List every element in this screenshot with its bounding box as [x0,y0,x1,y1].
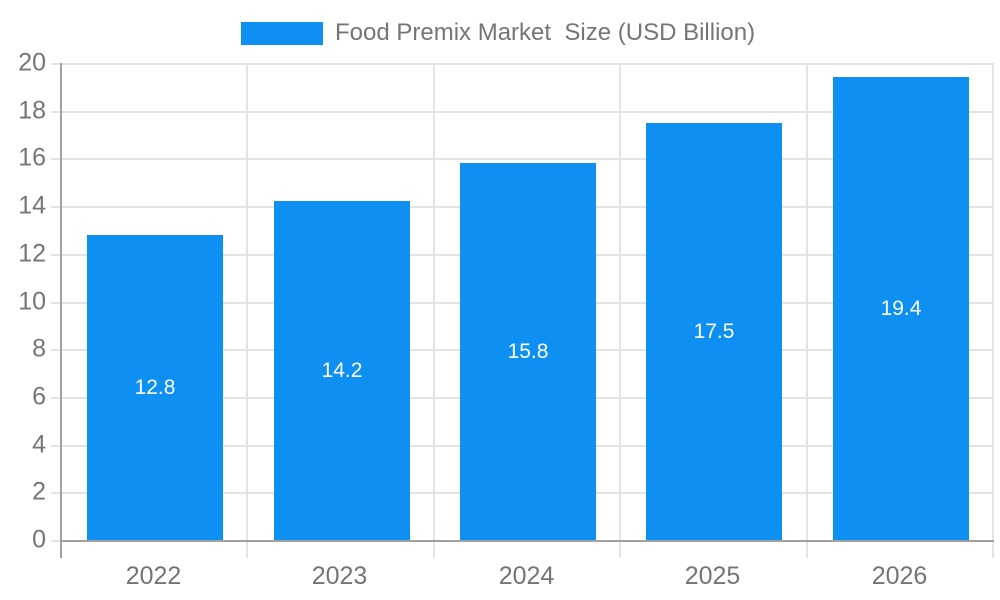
y-tick-12 [51,253,60,256]
x-axis-label-2023: 2023 [311,562,368,590]
gridline-y-16 [62,158,994,161]
bar-value-label-2025: 17.5 [693,320,735,343]
bar-2022[interactable]: 12.8 [87,235,223,540]
x-tick-2 [433,542,435,558]
y-tick-0 [51,540,60,542]
y-axis-label-18: 18 [18,96,46,125]
x-tick-3 [619,542,621,558]
y-axis-label-2: 2 [32,477,46,506]
gridline-x-3 [619,63,621,540]
bar-value-label-2024: 15.8 [507,340,549,363]
bar-2025[interactable]: 17.5 [646,123,782,540]
x-tick-1 [246,542,248,558]
gridline-x-1 [246,63,248,540]
x-axis-label-2026: 2026 [871,562,928,590]
x-axis-label-2024: 2024 [498,562,555,590]
y-tick-10 [51,301,60,304]
y-tick-14 [51,206,60,209]
y-axis-label-10: 10 [18,287,46,315]
bar-2026[interactable]: 19.4 [833,77,969,540]
y-axis-label-12: 12 [18,239,46,268]
gridline-x-5 [992,63,994,540]
y-axis-label-14: 14 [18,191,46,220]
y-tick-18 [51,110,60,113]
x-tick-5 [992,542,994,558]
x-axis-label-2022: 2022 [125,562,182,590]
bar-2023[interactable]: 14.2 [274,201,410,540]
y-axis-label-16: 16 [18,143,46,172]
x-tick-4 [806,542,808,558]
bar-value-label-2022: 12.8 [134,376,176,399]
y-axis-label-20: 20 [18,48,46,77]
legend-swatch [241,21,323,45]
y-axis-label-4: 4 [32,430,46,459]
y-tick-20 [51,63,60,65]
legend-label: Food Premix Market Size (USD Billion) [335,19,756,46]
y-axis-label-8: 8 [32,334,46,363]
chart-legend[interactable]: Food Premix Market Size (USD Billion) [241,14,755,52]
y-axis-label-6: 6 [32,382,46,411]
gridline-y-18 [62,110,994,113]
y-axis-label-0: 0 [32,525,46,554]
y-tick-8 [51,349,60,352]
y-tick-2 [51,492,60,495]
gridline-y-20 [62,63,994,65]
bar-2024[interactable]: 15.8 [460,163,596,540]
bar-value-label-2023: 14.2 [321,359,363,382]
x-axis-label-2025: 2025 [684,562,741,590]
y-axis-stub [60,542,62,558]
gridline-x-4 [806,63,808,540]
y-tick-4 [51,444,60,447]
bar-value-label-2026: 19.4 [880,297,922,320]
y-tick-6 [51,396,60,399]
y-tick-16 [51,158,60,161]
plot-area: 12.8 14.2 15.8 17.5 19.4 [51,63,994,558]
gridline-x-2 [433,63,435,540]
